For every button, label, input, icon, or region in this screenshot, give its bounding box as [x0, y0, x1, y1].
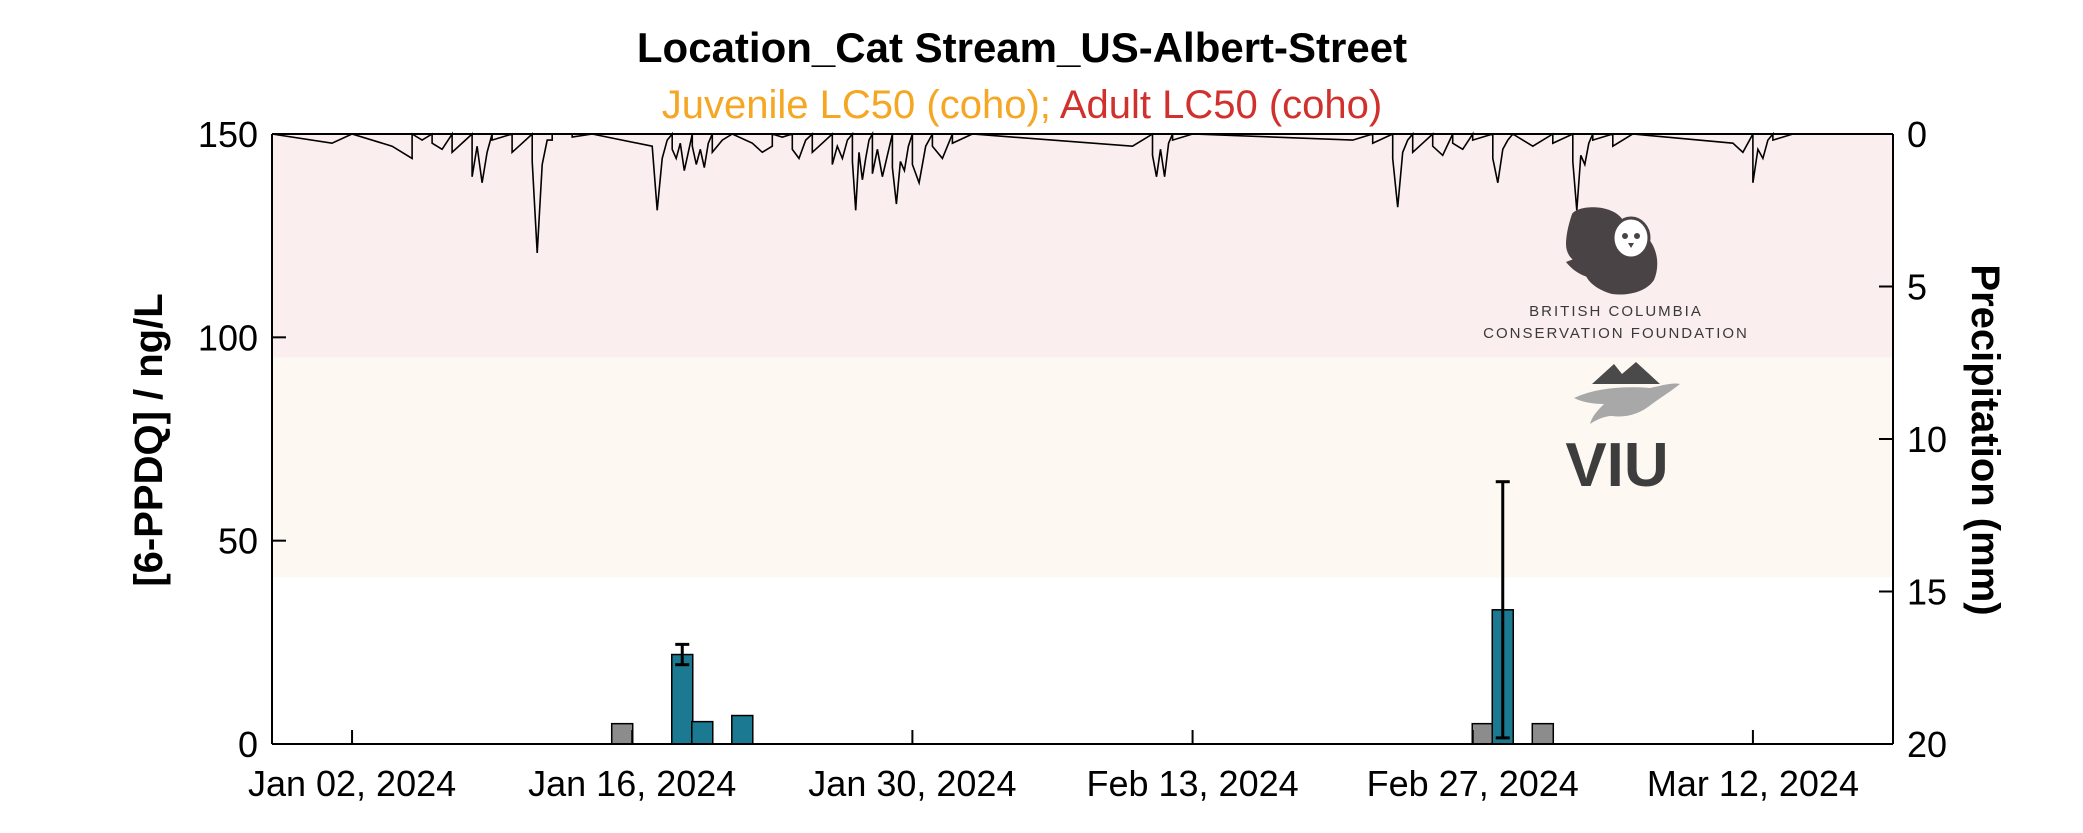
axes — [271, 133, 1894, 745]
bccf-logo-line1: BRITISH COLUMBIA — [1529, 303, 1703, 320]
x-tick-label-0: Jan 02, 2024 — [248, 763, 456, 804]
bccf-logo: BRITISH COLUMBIA CONSERVATION FOUNDATION — [1483, 207, 1749, 342]
chart-subtitle: Juvenile LC50 (coho); Adult LC50 (coho) — [662, 83, 1382, 127]
y2-tick-label-1: 5 — [1907, 267, 1927, 308]
x-tick-label-4: Feb 27, 2024 — [1367, 763, 1579, 804]
threshold-bands — [272, 134, 1893, 578]
y2-tick-label-4: 20 — [1907, 724, 1947, 765]
y-tick-label-0: 0 — [238, 724, 258, 765]
sample-bars — [610, 609, 1555, 745]
viu-logo-text: VIU — [1565, 431, 1668, 500]
y-tick-label-2: 100 — [198, 317, 258, 358]
sample-bar-2 — [691, 720, 714, 745]
y-axis-label: [6-PPDQ] / ng/L — [127, 293, 171, 586]
x-tick-label-3: Feb 13, 2024 — [1086, 763, 1298, 804]
sample-bar-1 — [671, 653, 694, 745]
viu-logo: VIU — [1565, 362, 1680, 500]
y-tick-labels: 0 50 100 150 — [198, 114, 258, 765]
x-tick-labels: Jan 02, 2024 Jan 16, 2024 Jan 30, 2024 Feb … — [248, 763, 1859, 804]
mountain-leaf-icon — [1574, 362, 1680, 424]
subtitle-part-1: ; — [1040, 83, 1060, 127]
sample-bar-3 — [731, 714, 754, 745]
y2-axis-label: Precipitation (mm) — [1963, 264, 2007, 615]
owl-icon — [1611, 216, 1651, 260]
y-tick-label-3: 150 — [198, 114, 258, 155]
y2-tick-label-3: 15 — [1907, 572, 1947, 613]
sample-bar-6 — [1531, 722, 1555, 745]
precipitation-line — [271, 130, 1893, 253]
bccf-logo-line2: CONSERVATION FOUNDATION — [1483, 325, 1749, 342]
y2-tick-labels: 0 5 10 15 20 — [1907, 114, 1947, 765]
precipitation-series — [271, 130, 1893, 253]
y2-tick-label-2: 10 — [1907, 419, 1947, 460]
sample-bar-0 — [610, 722, 634, 745]
error-bars — [675, 480, 1510, 740]
chart-title: Location_Cat Stream_US-Albert-Street — [637, 24, 1407, 71]
subtitle-part-0: Juvenile LC50 (coho) — [662, 83, 1040, 127]
x-tick-label-2: Jan 30, 2024 — [808, 763, 1016, 804]
sample-bar-4 — [1471, 722, 1494, 745]
y2-tick-label-0: 0 — [1907, 114, 1927, 155]
x-tick-label-5: Mar 12, 2024 — [1647, 763, 1859, 804]
x-tick-label-1: Jan 16, 2024 — [528, 763, 736, 804]
subtitle-part-2: Adult LC50 (coho) — [1060, 83, 1382, 127]
y-tick-label-1: 50 — [218, 521, 258, 562]
